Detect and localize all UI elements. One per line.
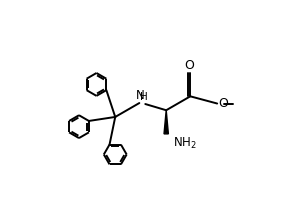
Text: O: O xyxy=(218,97,228,110)
Polygon shape xyxy=(164,110,168,134)
Text: NH$_2$: NH$_2$ xyxy=(173,136,197,151)
Text: O: O xyxy=(184,59,194,72)
Text: H: H xyxy=(140,92,148,102)
Text: N: N xyxy=(136,89,145,102)
